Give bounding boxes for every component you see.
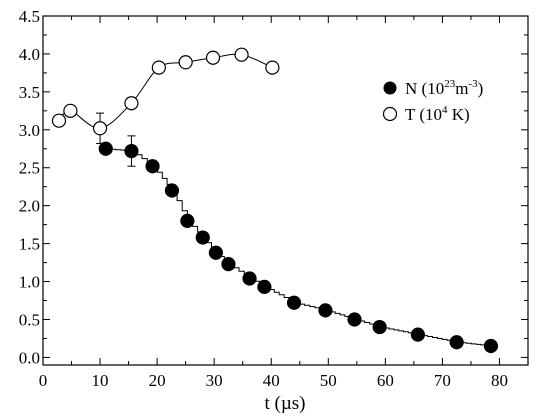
y-tick-label: 0.0 [19, 348, 40, 367]
y-tick-label: 3.0 [19, 121, 40, 140]
legend-n-sup2: -3 [468, 78, 478, 90]
y-tick-label: 1.5 [19, 235, 40, 254]
data-point-t [63, 103, 78, 118]
y-tick-label: 4.0 [19, 45, 40, 64]
legend-n-sup1: 23 [444, 78, 456, 90]
data-point-t [124, 96, 139, 111]
data-point-n [124, 143, 139, 159]
x-tick-label: 60 [377, 371, 394, 390]
error-bars [96, 112, 136, 167]
x-tick-label: 0 [39, 371, 48, 390]
data-point-n [164, 183, 180, 198]
x-tick-label: 80 [491, 371, 508, 390]
legend-t-part1: T (10 [405, 105, 442, 124]
data-point-t [92, 121, 108, 136]
y-tick-label: 1.0 [19, 273, 40, 292]
legend-n-part3: ) [478, 79, 484, 98]
legend: N (1023m-3) T (104 K) [382, 78, 483, 124]
x-tick-label: 30 [206, 371, 223, 390]
legend-marker-n [383, 81, 397, 95]
data-point-n [257, 279, 272, 294]
data-point-n [180, 213, 195, 228]
data-point-n [347, 312, 362, 327]
data-point-n [208, 245, 223, 260]
data-point-n [221, 256, 236, 272]
series-n-line [105, 148, 492, 346]
data-point-t [265, 60, 280, 75]
series-t-line [58, 53, 273, 129]
data-point-n [318, 303, 333, 318]
x-tick-label: 50 [320, 371, 337, 390]
data-point-t [151, 60, 166, 75]
y-tick-label: 2.0 [19, 197, 40, 216]
legend-label-n: N (1023m-3) [405, 78, 483, 98]
legend-label-t: T (104 K) [405, 104, 470, 124]
y-tick-label: 2.5 [19, 159, 40, 178]
data-point-n [98, 141, 113, 156]
data-point-n [145, 159, 160, 174]
data-points [51, 47, 499, 354]
y-tick-label: 3.5 [19, 83, 40, 102]
y-tick-label: 0.5 [19, 310, 40, 329]
data-point-t [178, 55, 193, 70]
data-point-n [286, 295, 302, 310]
series-curves [58, 53, 492, 346]
data-point-n [242, 271, 257, 286]
data-point-n [410, 327, 425, 342]
x-tick-label: 20 [149, 371, 166, 390]
plot-frame [42, 15, 529, 366]
data-point-n [195, 230, 210, 245]
data-point-t [51, 113, 67, 128]
x-tick-label: 40 [263, 371, 280, 390]
x-axis-title: t (µs) [264, 393, 305, 414]
data-point-n [449, 335, 464, 350]
x-tick-label: 10 [92, 371, 109, 390]
x-tick-label: 70 [434, 371, 451, 390]
y-tick-label: 4.5 [19, 7, 40, 26]
data-point-n [483, 338, 499, 354]
axis-ticks: 0 10 20 30 40 50 60 70 80 0.0 0.5 1.0 1.5 2.0 2.5 3.0 3.… [19, 7, 528, 390]
legend-n-part2: m [455, 79, 468, 98]
data-point-t [205, 50, 221, 65]
legend-t-part2: K) [448, 105, 470, 124]
legend-n-part1: N (10 [405, 79, 444, 98]
legend-marker-t [382, 106, 398, 122]
legend-t-sup1: 4 [442, 104, 448, 116]
data-point-t [234, 47, 249, 62]
data-point-n [372, 319, 387, 335]
